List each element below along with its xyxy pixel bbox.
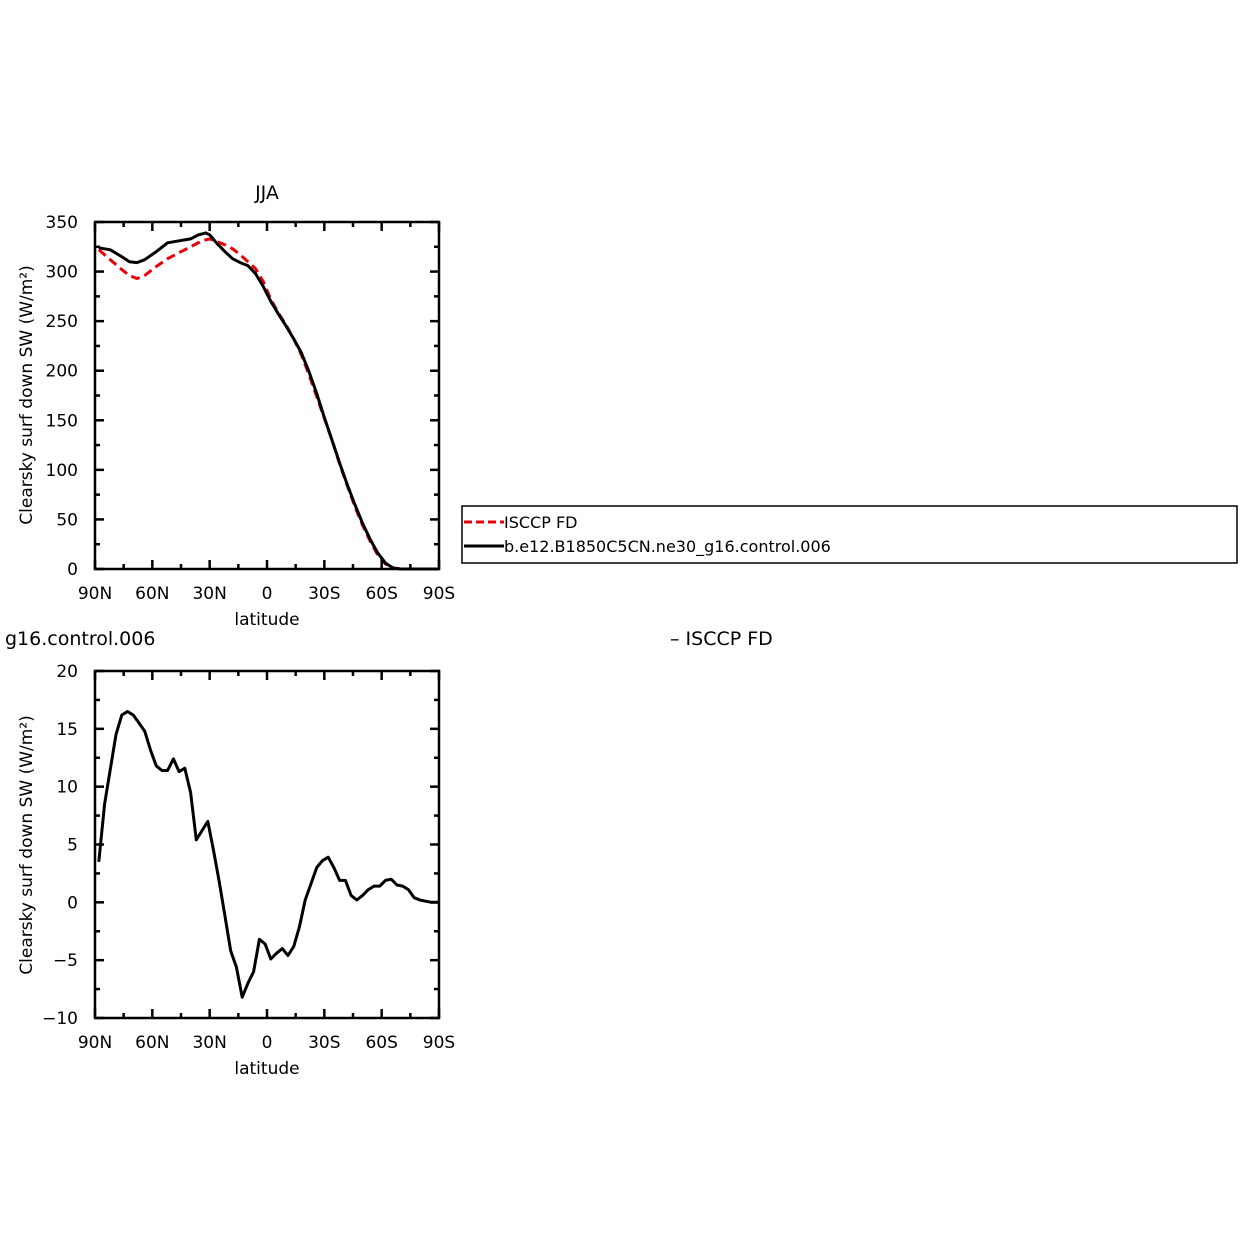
x-tick-label: 90S [423, 584, 455, 604]
y-axis-title: Clearsky surf down SW (W/m²) [17, 265, 37, 524]
y-tick-label: 350 [46, 213, 78, 233]
bottom-chart: g16.control.006 – ISCCP FD 90N 60N 30N 0 30S… [5, 628, 773, 1079]
legend-label-isccp: ISCCP FD [504, 513, 577, 532]
chart-title-fragment: g16.control.006 [5, 628, 155, 650]
x-tick-label: 30S [308, 584, 340, 604]
legend-box [461, 505, 1238, 564]
series-line-0 [97, 710, 439, 999]
y-tick-label: 15 [56, 720, 78, 740]
series-line-0 [97, 237, 439, 571]
y-tick-label: 300 [46, 263, 78, 283]
y-tick-label: 5 [67, 836, 78, 856]
y-tick-label: −10 [42, 1009, 78, 1029]
x-axis-title: latitude [234, 1059, 299, 1079]
x-tick-label: 30S [308, 1033, 340, 1053]
x-tick-label: 0 [262, 1033, 273, 1053]
y-tick-label: −5 [53, 951, 78, 971]
y-axis-title: Clearsky surf down SW (W/m²) [17, 715, 37, 974]
x-tick-label: 90N [78, 1033, 112, 1053]
y-tick-label: 50 [56, 510, 78, 530]
y-tick-label: 20 [56, 662, 78, 682]
x-axis-title: latitude [234, 610, 299, 630]
y-tick-label: 0 [67, 893, 78, 913]
y-tick-label: 10 [56, 778, 78, 798]
x-tick-label: 30N [192, 584, 226, 604]
y-tick-label: 200 [46, 362, 78, 382]
x-tick-label: 60N [135, 584, 169, 604]
legend: ISCCP FD b.e12.B1850C5CN.ne30_g16.contro… [461, 505, 1238, 564]
x-tick-label: 60S [365, 584, 397, 604]
legend-label-model: b.e12.B1850C5CN.ne30_g16.control.006 [504, 537, 831, 557]
x-tick-label: 0 [262, 584, 273, 604]
x-tick-label: 90N [78, 584, 112, 604]
x-tick-label: 30N [192, 1033, 226, 1053]
y-tick-label: 100 [46, 461, 78, 481]
chart-title: JJA [254, 182, 279, 204]
x-tick-label: 90S [423, 1033, 455, 1053]
x-tick-label: 60N [135, 1033, 169, 1053]
plot-frame [93, 669, 441, 1020]
series-line-1 [98, 231, 439, 571]
y-tick-label: 250 [46, 312, 78, 332]
x-tick-label: 60S [365, 1033, 397, 1053]
top-chart: JJA 90N 60N 30N 0 30S 60S 90S 0 50 100 150 200 250 30… [17, 182, 455, 630]
y-tick-label: 150 [46, 411, 78, 431]
y-tick-label: 0 [67, 560, 78, 580]
chart-title-fragment-right: – ISCCP FD [670, 628, 773, 650]
